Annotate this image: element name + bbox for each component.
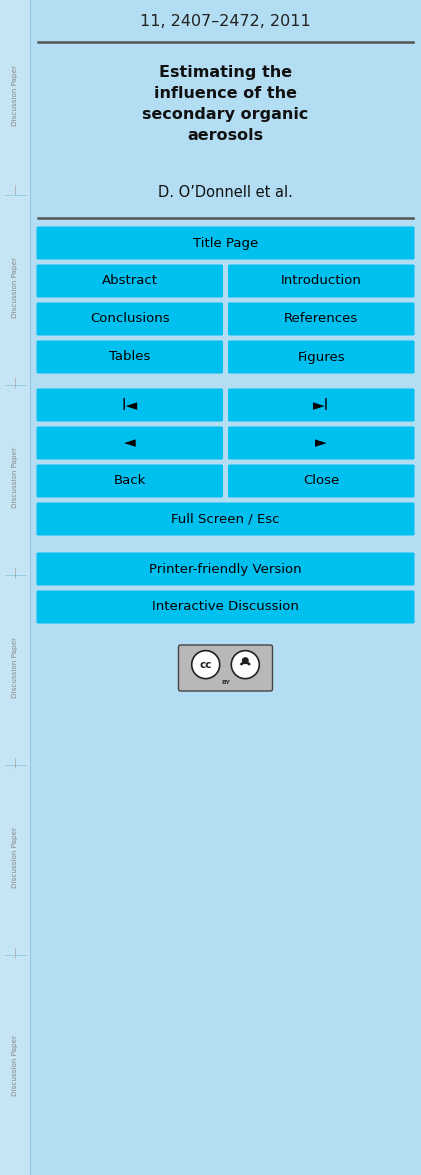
Text: |: | [13,184,16,195]
Text: Tables: Tables [109,350,150,363]
FancyBboxPatch shape [37,264,223,297]
Text: Discussion Paper: Discussion Paper [12,637,18,698]
FancyBboxPatch shape [37,341,223,374]
FancyBboxPatch shape [228,264,415,297]
FancyBboxPatch shape [37,302,223,336]
Text: Full Screen / Esc: Full Screen / Esc [171,512,280,525]
FancyBboxPatch shape [37,227,415,260]
Text: cc: cc [200,659,212,670]
Text: Printer-friendly Version: Printer-friendly Version [149,563,302,576]
Text: BY: BY [221,680,230,685]
FancyBboxPatch shape [228,341,415,374]
Text: Close: Close [303,475,339,488]
Text: Abstract: Abstract [102,275,158,288]
FancyBboxPatch shape [228,302,415,336]
FancyBboxPatch shape [37,427,223,459]
Text: References: References [284,313,358,325]
FancyBboxPatch shape [37,503,415,536]
Text: |: | [13,758,16,768]
FancyBboxPatch shape [228,427,415,459]
Text: Discussion Paper: Discussion Paper [12,65,18,126]
Circle shape [231,651,259,679]
Text: ►: ► [315,436,327,450]
Text: D. O’Donnell et al.: D. O’Donnell et al. [158,184,293,200]
Circle shape [242,657,249,664]
Text: ◄: ◄ [124,436,136,450]
Circle shape [192,651,220,679]
Text: Title Page: Title Page [193,236,258,249]
Text: Interactive Discussion: Interactive Discussion [152,600,299,613]
Text: Discussion Paper: Discussion Paper [12,827,18,888]
FancyBboxPatch shape [37,552,415,585]
FancyBboxPatch shape [37,464,223,497]
Text: 11, 2407–2472, 2011: 11, 2407–2472, 2011 [140,14,311,29]
Text: Back: Back [114,475,146,488]
Bar [0,0,30,1175]
Text: Conclusions: Conclusions [90,313,170,325]
Text: I◄: I◄ [122,397,138,412]
Text: |: | [13,377,16,388]
Text: Introduction: Introduction [281,275,362,288]
FancyBboxPatch shape [37,389,223,422]
Text: Estimating the
influence of the
secondary organic
aerosols: Estimating the influence of the secondar… [142,65,309,143]
Text: |: | [13,568,16,578]
FancyBboxPatch shape [228,389,415,422]
Text: Figures: Figures [298,350,345,363]
Text: |: | [13,948,16,959]
Text: Discussion Paper: Discussion Paper [12,1034,18,1095]
Text: ►I: ►I [313,397,329,412]
Text: Discussion Paper: Discussion Paper [12,257,18,318]
FancyBboxPatch shape [37,591,415,624]
FancyBboxPatch shape [228,464,415,497]
FancyBboxPatch shape [179,645,272,691]
Text: Discussion Paper: Discussion Paper [12,446,18,508]
